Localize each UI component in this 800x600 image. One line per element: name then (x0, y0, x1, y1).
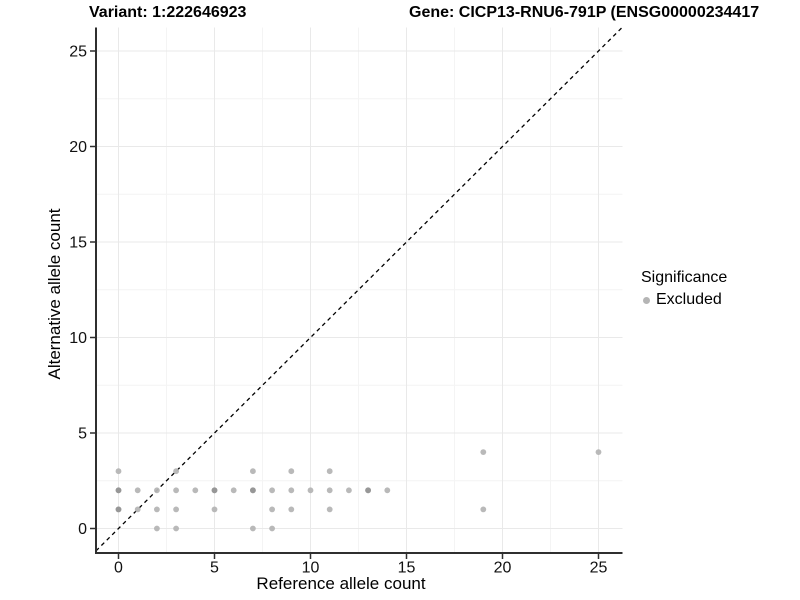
scatter-point (384, 487, 391, 494)
scatter-point (595, 449, 602, 455)
scatter-point (288, 506, 295, 513)
scatter-point (326, 487, 333, 494)
variant-title: Variant: 1:222646923 (89, 4, 247, 21)
legend-title: Significance (641, 269, 728, 286)
y-tick-label: 20 (69, 139, 87, 156)
x-axis-title: Reference allele count (256, 574, 426, 593)
scatter-point (173, 468, 180, 475)
y-tick-label: 10 (69, 330, 87, 347)
scatter-point-overplotted (365, 487, 371, 494)
scatter-point (154, 487, 160, 494)
x-tick-label: 0 (114, 560, 123, 577)
scatter-point (192, 487, 199, 494)
scatter-point-overplotted (115, 506, 122, 513)
scatter-point (480, 506, 487, 513)
scatter-point (480, 449, 487, 455)
scatter-point (326, 506, 333, 513)
scatter-point-overplotted (211, 487, 218, 494)
y-tick-label: 5 (78, 426, 87, 443)
scatter-point (173, 487, 180, 494)
scatter-point (269, 506, 275, 513)
x-tick-label: 15 (398, 560, 416, 577)
scatter-point (134, 506, 141, 513)
legend: Significance Excluded (641, 268, 727, 310)
scatter-point (173, 506, 180, 513)
y-tick-label: 25 (69, 44, 87, 61)
y-tick-label: 0 (78, 521, 87, 538)
scatter-point (288, 468, 295, 475)
scatter-point (250, 468, 256, 475)
legend-item-label: Excluded (656, 291, 722, 308)
excluded-point-marker-icon (643, 296, 650, 304)
scatter-point (154, 525, 160, 532)
scatter-point (346, 487, 352, 494)
scatter-point (250, 525, 256, 532)
scatter-point (173, 525, 180, 532)
x-tick-label: 25 (590, 560, 608, 577)
x-tick-label: 10 (302, 560, 320, 577)
x-tick-label: 20 (494, 560, 512, 577)
y-tick-label: 15 (69, 235, 87, 252)
y-axis-title: Alternative allele count (45, 208, 64, 380)
scatter-point-overplotted (250, 487, 256, 494)
scatter-point (154, 506, 160, 513)
scatter-point (211, 506, 218, 513)
scatter-point (134, 487, 141, 494)
x-tick-label: 5 (210, 560, 219, 577)
scatter-point (269, 487, 275, 494)
gene-title: Gene: CICP13-RNU6-791P (ENSG00000234417 (409, 4, 760, 21)
legend-item-excluded: Excluded (641, 290, 727, 310)
scatter-point (230, 487, 237, 494)
scatter-point (307, 487, 314, 494)
scatter-point-overplotted (115, 487, 122, 494)
scatter-point (115, 468, 122, 475)
scatter-point (269, 525, 275, 532)
scatter-point (326, 468, 333, 475)
identity-line (95, 27, 623, 552)
scatter-point (288, 487, 295, 494)
